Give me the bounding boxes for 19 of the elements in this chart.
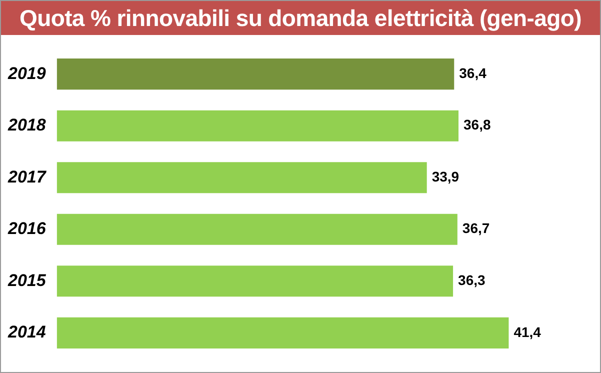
y-tick-label: 2015 <box>6 270 46 290</box>
bar <box>56 266 454 297</box>
y-tick-label: 2014 <box>6 322 46 342</box>
y-tick-label: 2018 <box>6 116 46 135</box>
data-label: 36,3 <box>458 272 486 288</box>
chart-title: Quota % rinnovabili su domanda elettricità (gen-ago) <box>1 1 600 35</box>
data-label: 41,4 <box>514 324 542 340</box>
bar <box>56 214 458 245</box>
data-label: 33,9 <box>432 168 460 184</box>
bar <box>56 317 509 348</box>
y-tick-label: 2016 <box>6 219 46 238</box>
data-label: 36,8 <box>463 116 491 133</box>
data-label: 36,7 <box>462 220 490 236</box>
bar <box>56 110 458 142</box>
y-tick-label: 2017 <box>6 167 48 186</box>
bar <box>56 58 454 90</box>
bar <box>56 162 427 194</box>
data-label: 36,4 <box>459 64 487 81</box>
y-tick-label: 2019 <box>6 64 46 83</box>
